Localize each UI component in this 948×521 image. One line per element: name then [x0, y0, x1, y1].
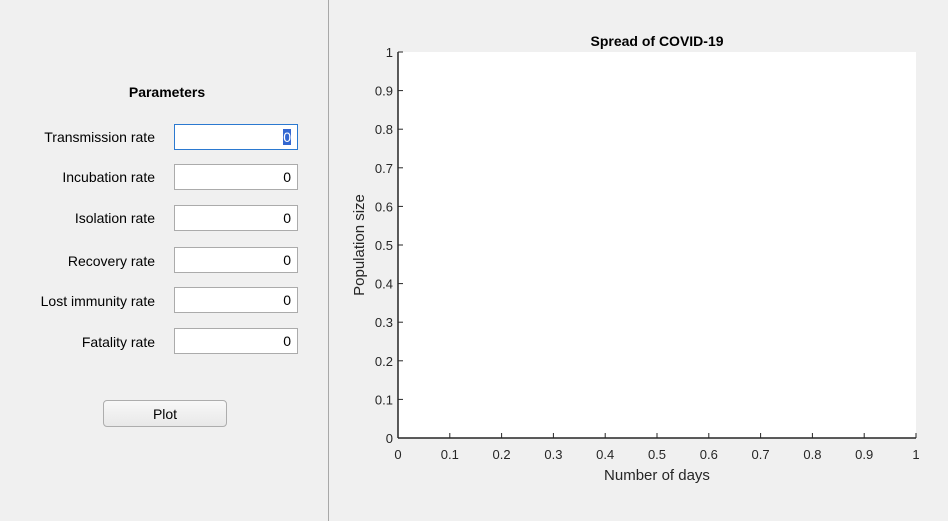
panel-divider [328, 0, 329, 521]
y-tick-label: 0.6 [375, 199, 393, 214]
y-tick-label: 0.2 [375, 354, 393, 369]
recovery-rate-label: Recovery rate [67, 253, 155, 269]
transmission-rate-input[interactable] [174, 124, 298, 150]
parameters-title: Parameters [128, 84, 206, 100]
isolation-rate-input[interactable] [174, 205, 298, 231]
x-tick-label: 0.1 [441, 447, 459, 462]
y-tick-label: 0.7 [375, 161, 393, 176]
x-tick-label: 0 [394, 447, 401, 462]
plot-panel: Spread of COVID-19 Number of days Popula… [329, 0, 948, 521]
y-tick-label: 0.8 [375, 122, 393, 137]
x-tick-label: 0.9 [855, 447, 873, 462]
y-tick-label: 1 [386, 45, 393, 60]
fatality-rate-label: Fatality rate [81, 334, 155, 350]
y-tick-label: 0.3 [375, 315, 393, 330]
recovery-rate-input[interactable] [174, 247, 298, 273]
fatality-rate-input[interactable] [174, 328, 298, 354]
x-axis-label: Number of days [604, 467, 710, 484]
y-tick-label: 0.1 [375, 392, 393, 407]
transmission-rate-label: Transmission rate [44, 129, 155, 145]
x-tick-label: 0.8 [803, 447, 821, 462]
incubation-rate-label: Incubation rate [62, 169, 155, 185]
parameters-panel: Parameters Transmission rate Incubation … [0, 0, 328, 521]
y-axis-label: Population size [351, 194, 368, 296]
x-tick-label: 0.3 [544, 447, 562, 462]
plot-area[interactable] [398, 52, 916, 438]
axes: 0 0.1 0.2 0.3 0.4 0.5 0.6 0.7 0.8 0.9 1 0 0.1 0.2 0.3 0… [375, 45, 920, 462]
x-tick-label: 0.7 [752, 447, 770, 462]
x-tick-label: 0.5 [648, 447, 666, 462]
plot-button[interactable]: Plot [103, 400, 227, 427]
lost-immunity-rate-label: Lost immunity rate [40, 293, 155, 309]
isolation-rate-label: Isolation rate [74, 210, 155, 226]
y-tick-label: 0.4 [375, 277, 393, 292]
x-tick-label: 0.4 [596, 447, 614, 462]
y-tick-label: 0 [386, 431, 393, 446]
y-tick-label: 0.9 [375, 84, 393, 99]
x-tick-label: 0.6 [700, 447, 718, 462]
lost-immunity-rate-input[interactable] [174, 287, 298, 313]
x-tick-label: 1 [912, 447, 919, 462]
covid-spread-chart: Spread of COVID-19 Number of days Popula… [351, 33, 920, 484]
x-tick-label: 0.2 [493, 447, 511, 462]
y-tick-label: 0.5 [375, 238, 393, 253]
chart-title: Spread of COVID-19 [590, 33, 723, 49]
incubation-rate-input[interactable] [174, 164, 298, 190]
